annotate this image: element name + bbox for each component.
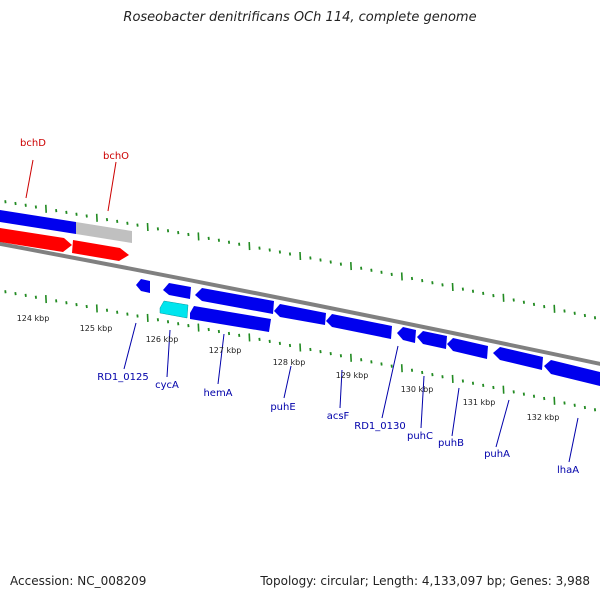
kbp-label-125: 125 kbp <box>80 324 113 333</box>
map-title: Roseobacter denitrificans OCh 114, compl… <box>123 10 477 25</box>
label-cycA: cycA <box>155 380 179 391</box>
label-lhaA: lhaA <box>557 465 579 476</box>
kbp-label-126: 126 kbp <box>146 335 179 344</box>
gene-cycA-highlight[interactable] <box>159 300 189 319</box>
kbp-label-129: 129 kbp <box>336 371 369 380</box>
gene-RD1_0130-arrow[interactable] <box>397 327 416 343</box>
gene-puhC-arrow[interactable] <box>417 331 447 349</box>
label-acsF: acsF <box>327 411 350 422</box>
gene-puhB-arrow[interactable] <box>447 338 488 359</box>
label-puhA: puhA <box>484 449 510 460</box>
gene-hemA-row2-arrow[interactable] <box>190 306 271 332</box>
gene-cycA-arrow[interactable] <box>163 283 191 299</box>
gene-puhE-arrow[interactable] <box>274 304 326 325</box>
kbp-label-124: 124 kbp <box>17 314 50 323</box>
kbp-label-132: 132 kbp <box>527 413 560 422</box>
gene-acsF-arrow[interactable] <box>326 314 392 339</box>
gene-bchD-arrow[interactable] <box>0 228 72 252</box>
label-RD1_0125: RD1_0125 <box>97 372 148 383</box>
gene-RD1_0125-arrow[interactable] <box>136 279 150 293</box>
kbp-label-130: 130 kbp <box>401 385 434 394</box>
label-bchO: bchO <box>103 151 129 162</box>
kbp-label-128: 128 kbp <box>273 358 306 367</box>
label-bchD: bchD <box>20 138 46 149</box>
label-hemA: hemA <box>203 388 232 399</box>
forward-feature-grey[interactable] <box>76 222 132 243</box>
gene-hemA-arrow[interactable] <box>195 288 274 314</box>
label-puhB: puhB <box>438 438 464 449</box>
label-puhE: puhE <box>270 402 295 413</box>
gene-puhA-arrow[interactable] <box>493 347 543 370</box>
inner-tick-row <box>4 290 597 412</box>
kbp-label-131: 131 kbp <box>463 398 496 407</box>
kbp-label-127: 127 kbp <box>209 346 242 355</box>
gene-lhaA-arrow[interactable] <box>544 360 600 386</box>
genome-backbone <box>0 241 600 366</box>
label-RD1_0130: RD1_0130 <box>354 421 405 432</box>
accession-text: Accession: NC_008209 <box>10 574 147 588</box>
outer-tick-row <box>4 200 597 320</box>
genome-summary-text: Topology: circular; Length: 4,133,097 bp… <box>260 574 590 588</box>
gene-bchO-arrow[interactable] <box>72 240 129 261</box>
label-puhC: puhC <box>407 431 433 442</box>
forward-feature-blue[interactable] <box>0 210 76 234</box>
